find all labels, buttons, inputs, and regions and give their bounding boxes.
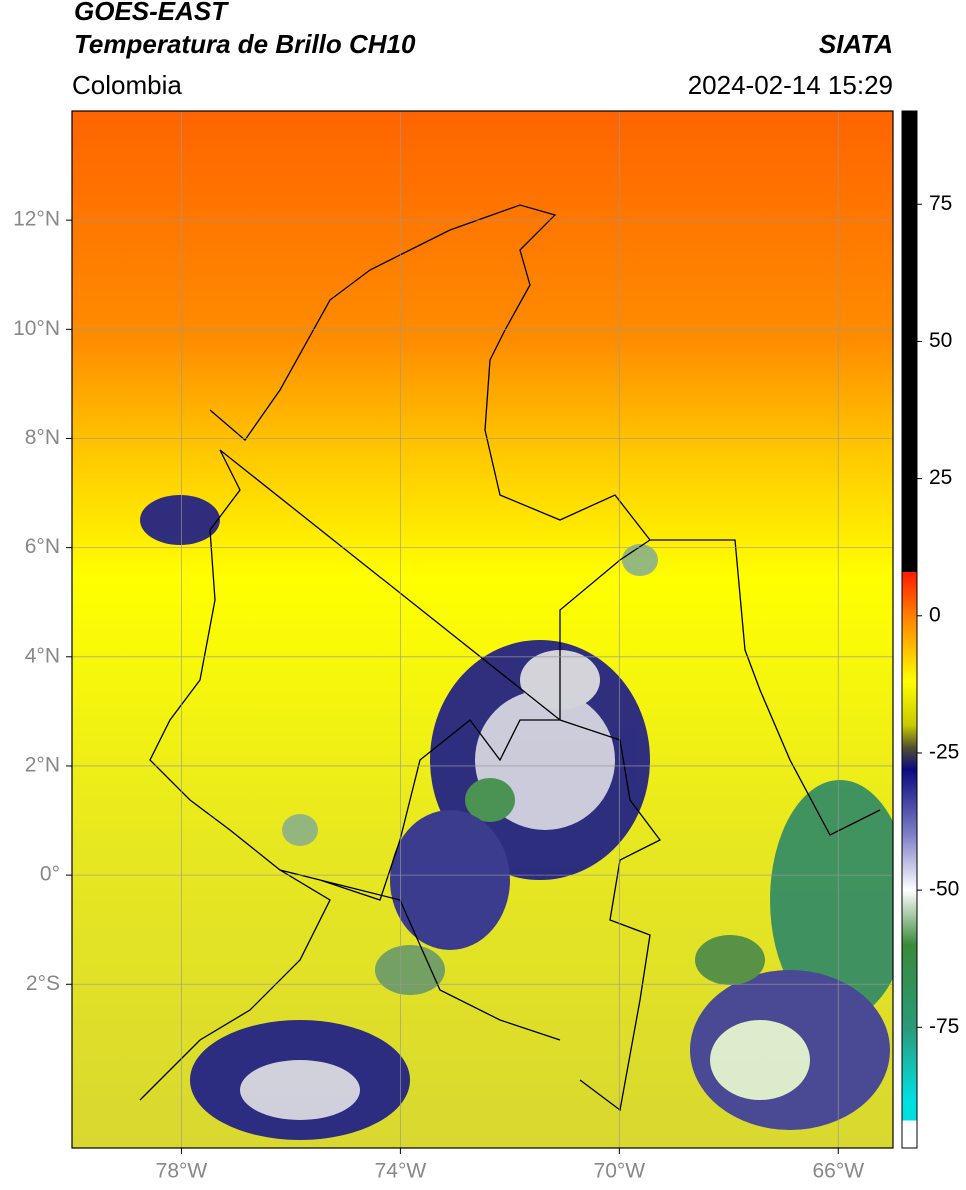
map-frame (71, 110, 894, 1149)
x-tick-label: 70°W (594, 1160, 646, 1183)
y-tick-label: 10°N (13, 317, 60, 340)
subtitle: Temperatura de Brillo CH10 (74, 29, 416, 59)
y-tick-label: 8°N (25, 426, 60, 449)
colorbar (901, 110, 918, 1149)
y-tick-label: 2°S (26, 972, 60, 995)
map-image (72, 111, 893, 1148)
colorbar-tick-label: 75 (929, 192, 952, 215)
y-tick-label: 0° (40, 863, 60, 886)
title: GOES-EAST (74, 0, 229, 26)
colorbar-tick-label: -50 (929, 878, 959, 901)
x-tick-label: 66°W (812, 1160, 864, 1183)
source: SIATA (819, 29, 893, 59)
y-tick-label: 2°N (25, 753, 60, 776)
y-tick-label: 6°N (25, 535, 60, 558)
y-tick-label: 4°N (25, 644, 60, 667)
colorbar-tick-label: -25 (929, 740, 959, 763)
region: Colombia (72, 70, 182, 100)
borders (139, 204, 881, 1112)
colorbar-tick-label: 0 (929, 603, 941, 626)
x-tick-label: 74°W (375, 1160, 427, 1183)
datetime: 2024-02-14 15:29 (688, 70, 893, 100)
colorbar-tick-label: -75 (929, 1015, 959, 1038)
x-tick-label: 78°W (156, 1160, 208, 1183)
grid (72, 111, 893, 1148)
colorbar-tick-label: 50 (929, 329, 952, 352)
cloud-tops (140, 495, 893, 1140)
colorbar-tick-label: 25 (929, 466, 952, 489)
y-tick-label: 12°N (13, 208, 60, 231)
